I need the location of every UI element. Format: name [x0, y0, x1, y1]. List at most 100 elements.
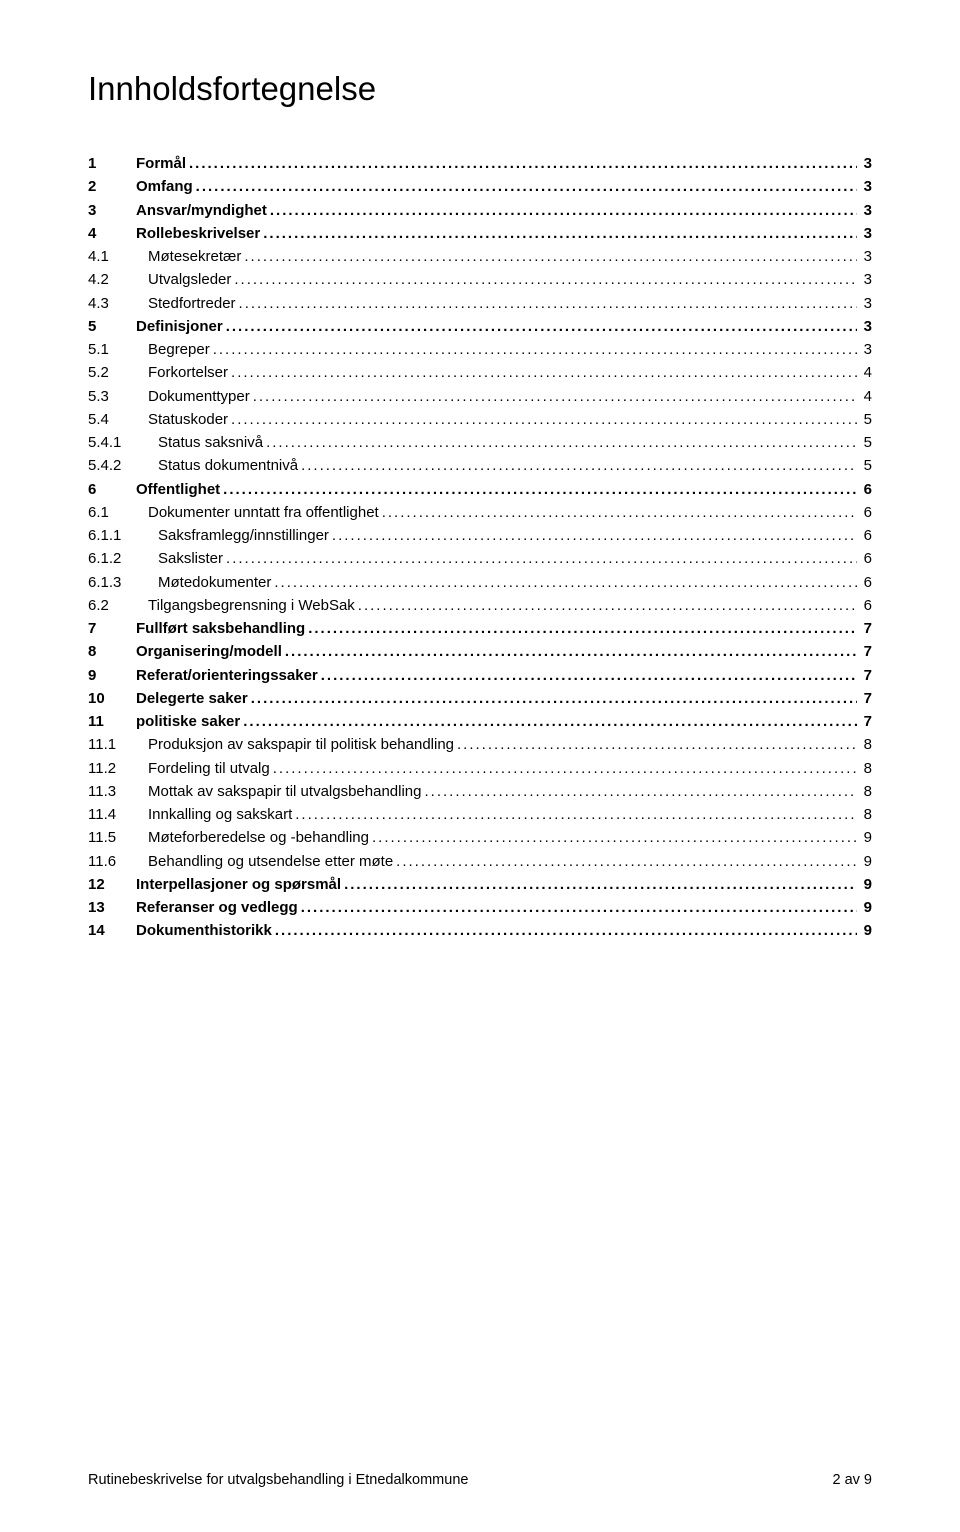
toc-label: Fordeling til utvalg [148, 757, 270, 780]
title: Innholdsfortegnelse [88, 70, 872, 108]
toc-page: 5 [860, 454, 872, 477]
toc-number: 5.1 [88, 338, 148, 361]
toc-page: 7 [860, 640, 872, 663]
toc-number: 4.3 [88, 292, 148, 315]
toc-page: 9 [860, 919, 872, 942]
toc-row: 5.4.2Status dokumentnivå5 [88, 454, 872, 477]
toc-number: 7 [88, 617, 136, 640]
toc-page: 8 [860, 757, 872, 780]
toc-page: 8 [860, 780, 872, 803]
toc-leader-dots [189, 152, 857, 175]
toc-number: 11.4 [88, 803, 148, 826]
toc-leader-dots [358, 594, 857, 617]
toc-leader-dots [266, 431, 857, 454]
toc-label: Omfang [136, 175, 193, 198]
toc-leader-dots [295, 803, 856, 826]
toc-row: 6.1.1Saksframlegg/innstillinger6 [88, 524, 872, 547]
toc-leader-dots [285, 640, 857, 663]
toc-row: 6.2Tilgangsbegrensning i WebSak6 [88, 594, 872, 617]
toc-row: 11.1Produksjon av sakspapir til politisk… [88, 733, 872, 756]
toc-page: 8 [860, 803, 872, 826]
footer-left: Rutinebeskrivelse for utvalgsbehandling … [88, 1472, 468, 1488]
toc-page: 3 [860, 315, 872, 338]
toc-page: 4 [860, 361, 872, 384]
toc-label: Formål [136, 152, 186, 175]
toc-number: 11.6 [88, 850, 148, 873]
toc-row: 4Rollebeskrivelser3 [88, 222, 872, 245]
toc-number: 11 [88, 710, 136, 733]
toc-label: Status saksnivå [158, 431, 263, 454]
toc-leader-dots [234, 268, 856, 291]
toc-label: Interpellasjoner og spørsmål [136, 873, 341, 896]
toc-number: 5 [88, 315, 136, 338]
toc-page: 7 [860, 687, 872, 710]
toc-row: 5Definisjoner3 [88, 315, 872, 338]
toc-number: 6.1.1 [88, 524, 158, 547]
toc-row: 11.2Fordeling til utvalg8 [88, 757, 872, 780]
toc-page: 6 [860, 594, 872, 617]
toc-page: 8 [860, 733, 872, 756]
toc-leader-dots [243, 710, 856, 733]
toc-row: 11.4Innkalling og sakskart 8 [88, 803, 872, 826]
toc-page: 7 [860, 664, 872, 687]
toc-page: 9 [860, 850, 872, 873]
toc-number: 9 [88, 664, 136, 687]
toc-number: 14 [88, 919, 136, 942]
toc-number: 10 [88, 687, 136, 710]
toc-label: Innkalling og sakskart [148, 803, 292, 826]
toc-row: 11.5Møteforberedelse og -behandling9 [88, 826, 872, 849]
toc-label: Dokumenter unntatt fra offentlighet [148, 501, 379, 524]
toc-label: Begreper [148, 338, 210, 361]
toc-page: 3 [860, 338, 872, 361]
toc-row: 6.1Dokumenter unntatt fra offentlighet6 [88, 501, 872, 524]
toc-page: 7 [860, 710, 872, 733]
toc-row: 3Ansvar/myndighet3 [88, 199, 872, 222]
toc-label: Offentlighet [136, 478, 220, 501]
toc-label: Møtesekretær [148, 245, 241, 268]
toc-number: 11.1 [88, 733, 148, 756]
toc-page: 3 [860, 245, 872, 268]
toc-leader-dots [231, 408, 857, 431]
toc-page: 7 [860, 617, 872, 640]
toc-row: 11.3Mottak av sakspapir til utvalgsbehan… [88, 780, 872, 803]
toc-leader-dots [196, 175, 857, 198]
toc-leader-dots [301, 896, 857, 919]
toc-label: Ansvar/myndighet [136, 199, 267, 222]
toc-page: 3 [860, 292, 872, 315]
toc-label: Rollebeskrivelser [136, 222, 260, 245]
toc-leader-dots [273, 757, 857, 780]
toc-number: 11.5 [88, 826, 148, 849]
footer-right: 2 av 9 [833, 1472, 873, 1488]
toc-row: 13Referanser og vedlegg9 [88, 896, 872, 919]
toc-page: 4 [860, 385, 872, 408]
toc-number: 4 [88, 222, 136, 245]
toc-label: Møtedokumenter [158, 571, 271, 594]
toc-row: 6Offentlighet6 [88, 478, 872, 501]
toc-row: 1Formål3 [88, 152, 872, 175]
toc-leader-dots [263, 222, 856, 245]
toc-label: Stedfortreder [148, 292, 236, 315]
toc-label: Referat/orienteringssaker [136, 664, 318, 687]
toc-leader-dots [226, 547, 857, 570]
toc-page: 9 [860, 896, 872, 919]
toc-leader-dots [301, 454, 857, 477]
toc-row: 5.4.1Status saksnivå5 [88, 431, 872, 454]
toc-number: 2 [88, 175, 136, 198]
toc-leader-dots [274, 571, 856, 594]
toc-leader-dots [382, 501, 857, 524]
toc-page: 5 [860, 431, 872, 454]
toc-number: 4.1 [88, 245, 148, 268]
toc-label: Delegerte saker [136, 687, 248, 710]
toc-row: 4.2Utvalgsleder3 [88, 268, 872, 291]
toc-label: Behandling og utsendelse etter møte [148, 850, 393, 873]
toc-row: 7Fullført saksbehandling7 [88, 617, 872, 640]
toc-label: Saksframlegg/innstillinger [158, 524, 329, 547]
toc-number: 3 [88, 199, 136, 222]
toc-label: Dokumenthistorikk [136, 919, 272, 942]
toc-number: 8 [88, 640, 136, 663]
toc-row: 10Delegerte saker 7 [88, 687, 872, 710]
toc-leader-dots [425, 780, 857, 803]
toc-leader-dots [344, 873, 857, 896]
toc-row: 11politiske saker7 [88, 710, 872, 733]
toc-number: 5.4.2 [88, 454, 158, 477]
